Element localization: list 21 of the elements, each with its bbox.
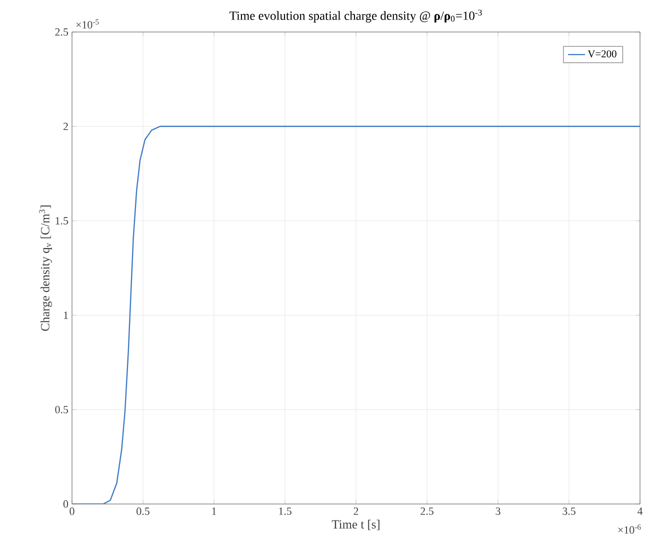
text: ×10$^{-5}$ <box>76 19 99 28</box>
x-axis-title: Time t [s] <box>332 520 380 530</box>
y-axis-title: Charge density q$_{v}$ [C/m$^{3}$] <box>39 206 52 331</box>
y-tick-label: 2.5 <box>55 28 68 36</box>
x-tick-label: 0.5 <box>136 508 150 515</box>
x-tick-label: 1.5 <box>279 508 292 515</box>
chart-title: Time evolution spatial charge density @ ρ/ρ$_{0}$=10$^{-3}$ <box>230 10 482 22</box>
x-tick-label: 3.5 <box>562 508 576 515</box>
x-tick-label: 3 <box>496 508 500 515</box>
x-tick-label: 2.5 <box>420 508 434 515</box>
legend-label: V=200 <box>588 50 616 58</box>
x-tick-label: 4 <box>637 508 643 515</box>
x-tick-label: 0 <box>70 508 74 515</box>
y-tick-label: 0.5 <box>55 406 68 414</box>
y-tick-label: 0 <box>63 500 68 508</box>
x-tick-label: 1 <box>212 508 216 515</box>
y-tick-label: 1.5 <box>56 217 68 224</box>
text: ×10$^{-6}$ <box>618 524 641 534</box>
x-tick-label: 2 <box>354 508 358 515</box>
y-tick-label: 2 <box>63 122 68 130</box>
y-tick-label: 1 <box>64 312 68 319</box>
